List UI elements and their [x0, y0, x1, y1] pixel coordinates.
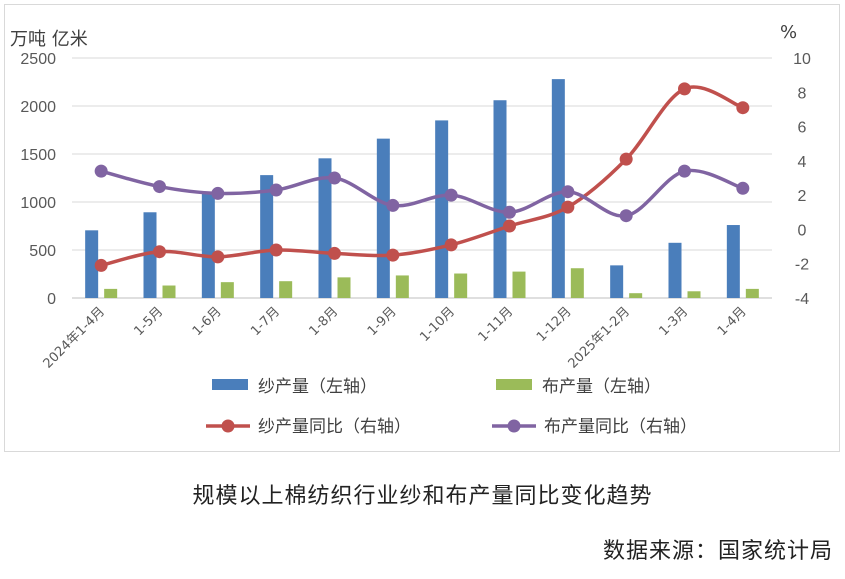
- bar: [745, 288, 759, 298]
- right-tick-label: 10: [793, 51, 811, 68]
- bar: [493, 100, 507, 299]
- legend-swatch-yarn-output: [212, 379, 248, 390]
- bar: [687, 291, 701, 298]
- data-point: [561, 200, 575, 214]
- line-series: [94, 82, 750, 272]
- right-tick-label: 4: [798, 154, 807, 171]
- legend-marker-cloth-yoy: [507, 419, 521, 433]
- legend-label-yarn-output: 纱产量（左轴）: [258, 377, 377, 397]
- data-point: [153, 245, 166, 259]
- data-point: [561, 185, 575, 199]
- data-point: [678, 82, 691, 96]
- legend-label-cloth-yoy: 布产量同比（右轴）: [544, 417, 697, 437]
- series-line: [100, 168, 744, 218]
- x-tick-label: 1-5月: [132, 304, 167, 339]
- bar: [85, 230, 99, 298]
- data-point: [211, 250, 225, 264]
- x-tick-label: 1-4月: [715, 304, 750, 339]
- right-axis-unit: %: [780, 22, 797, 43]
- bar: [376, 138, 390, 298]
- bar: [395, 275, 409, 298]
- data-point: [269, 183, 283, 197]
- data-point: [328, 171, 341, 185]
- bar: [220, 282, 234, 298]
- x-axis-labels: 2024年1-4月 1-5月 1-6月 1-7月 1-8月 1-9月 1-10月 1-11月 1…: [41, 304, 750, 371]
- data-point: [678, 164, 691, 178]
- right-axis: -4 -2 0 2 4 6 8 10: [793, 51, 811, 308]
- left-tick-label: 2000: [20, 99, 56, 116]
- legend-label-yarn-yoy: 纱产量同比（右轴）: [258, 417, 411, 437]
- legend-label-cloth-output: 布产量（左轴）: [542, 377, 661, 397]
- data-point: [619, 152, 633, 166]
- right-tick-label: 8: [798, 85, 807, 102]
- bar: [162, 285, 176, 298]
- x-tick-label: 1-8月: [307, 304, 342, 339]
- bar: [201, 193, 215, 298]
- right-tick-label: 6: [798, 120, 807, 137]
- bar: [260, 175, 274, 298]
- left-tick-label: 0: [47, 291, 56, 308]
- bar-series: [85, 79, 759, 299]
- data-point: [211, 186, 225, 200]
- right-tick-label: -4: [795, 291, 809, 308]
- chart-caption: 规模以上棉纺织行业纱和布产量同比变化趋势: [192, 484, 653, 509]
- data-point: [153, 180, 166, 194]
- chart-svg: 0 500 1000 1500 2000 2500 -4 -2 0 2 4 6 8 10 万吨 亿米 %…: [10, 22, 811, 437]
- x-tick-label: 2024年1-4月: [41, 304, 108, 371]
- bar: [551, 79, 565, 299]
- chart-frame: [4, 4, 840, 452]
- bar: [629, 293, 643, 298]
- left-tick-label: 500: [29, 243, 56, 260]
- x-tick-label: 1-3月: [657, 304, 692, 339]
- right-tick-label: 0: [798, 222, 807, 239]
- data-point: [386, 248, 400, 262]
- data-point: [503, 219, 516, 233]
- data-point: [94, 164, 108, 178]
- series-line: [100, 85, 744, 268]
- left-tick-label: 1500: [20, 147, 56, 164]
- x-tick-label: 1-11月: [476, 304, 517, 345]
- data-point: [94, 258, 108, 272]
- x-tick-label: 1-9月: [365, 304, 400, 339]
- data-point: [619, 209, 633, 223]
- x-tick-label: 1-6月: [190, 304, 225, 339]
- x-tick-label: 1-10月: [417, 304, 458, 345]
- x-tick-label: 1-12月: [534, 304, 575, 345]
- data-point: [269, 243, 283, 257]
- legend-swatch-cloth-output: [496, 379, 532, 390]
- bar: [512, 271, 526, 298]
- data-source: 数据来源：国家统计局: [602, 539, 833, 564]
- bar: [337, 277, 351, 298]
- bar: [279, 281, 293, 298]
- data-point: [503, 205, 516, 219]
- left-tick-label: 1000: [20, 195, 56, 212]
- x-tick-label: 1-7月: [248, 304, 283, 339]
- bar: [435, 120, 449, 299]
- bar: [570, 268, 584, 298]
- bar: [143, 212, 157, 298]
- bar: [318, 158, 332, 298]
- x-tick-label: 2025年1-2月: [566, 304, 633, 371]
- right-tick-label: -2: [795, 257, 809, 274]
- data-point: [444, 238, 458, 252]
- left-tick-label: 2500: [20, 51, 56, 68]
- data-point: [736, 181, 750, 195]
- data-point: [386, 198, 400, 212]
- legend: 纱产量（左轴） 布产量（左轴） 纱产量同比（右轴） 布产量同比（右轴）: [206, 377, 697, 437]
- bar: [104, 288, 118, 298]
- bar: [610, 265, 624, 298]
- bar: [726, 225, 740, 298]
- data-point: [444, 188, 458, 202]
- data-point: [736, 101, 750, 115]
- right-tick-label: 2: [798, 188, 807, 205]
- left-axis-unit: 万吨 亿米: [10, 29, 88, 50]
- left-axis: 0 500 1000 1500 2000 2500: [20, 51, 56, 308]
- data-point: [328, 246, 341, 260]
- bar: [454, 273, 468, 298]
- gridlines: [72, 57, 772, 299]
- bar: [668, 242, 682, 298]
- legend-marker-yarn-yoy: [221, 419, 235, 433]
